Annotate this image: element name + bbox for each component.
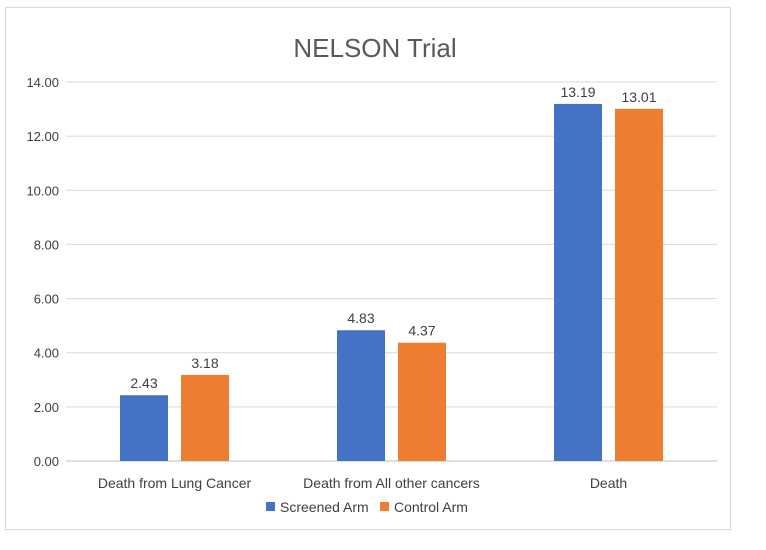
x-category-label: Death bbox=[590, 475, 627, 491]
legend-swatch bbox=[380, 502, 389, 511]
data-label: 3.18 bbox=[191, 355, 218, 371]
gridlines bbox=[66, 81, 717, 462]
y-tick-label: 4.00 bbox=[34, 346, 59, 361]
y-tick-label: 12.00 bbox=[26, 129, 59, 144]
legend-swatch bbox=[266, 502, 275, 511]
bar-screened-arm bbox=[120, 395, 168, 461]
bars bbox=[120, 103, 663, 461]
bar-control-arm bbox=[615, 108, 663, 461]
chart-title: NELSON Trial bbox=[293, 33, 456, 63]
x-axis-categories: Death from Lung Cancer Death from All oth… bbox=[98, 475, 627, 491]
bar-control-arm bbox=[398, 342, 446, 461]
legend-label: Screened Arm bbox=[280, 499, 369, 515]
y-tick-label: 10.00 bbox=[26, 183, 59, 198]
chart-frame: NELSON Trial 0.00 2.00 4.00 6.00 8.00 10.00 12… bbox=[5, 7, 731, 530]
x-category-label: Death from All other cancers bbox=[303, 475, 480, 491]
y-tick-label: 6.00 bbox=[34, 292, 59, 307]
y-axis-ticks: 0.00 2.00 4.00 6.00 8.00 10.00 12.00 14.00 bbox=[26, 75, 59, 469]
data-label: 2.43 bbox=[130, 375, 157, 391]
data-label: 4.83 bbox=[347, 310, 374, 326]
bar-screened-arm bbox=[554, 103, 602, 461]
chart-svg: NELSON Trial 0.00 2.00 4.00 6.00 8.00 10.00 12… bbox=[26, 33, 717, 515]
y-tick-label: 0.00 bbox=[34, 454, 59, 469]
legend-label: Control Arm bbox=[394, 499, 468, 515]
y-tick-label: 14.00 bbox=[26, 75, 59, 90]
y-tick-label: 2.00 bbox=[34, 400, 59, 415]
y-tick-label: 8.00 bbox=[34, 237, 59, 252]
x-category-label: Death from Lung Cancer bbox=[98, 475, 252, 491]
data-labels: 2.43 3.18 4.83 4.37 13.19 13.01 bbox=[130, 84, 656, 391]
bar-control-arm bbox=[181, 374, 229, 461]
data-label: 4.37 bbox=[408, 323, 435, 339]
data-label: 13.01 bbox=[621, 89, 656, 105]
data-label: 13.19 bbox=[560, 84, 595, 100]
bar-screened-arm bbox=[337, 330, 385, 461]
legend: Screened Arm Control Arm bbox=[266, 499, 468, 515]
